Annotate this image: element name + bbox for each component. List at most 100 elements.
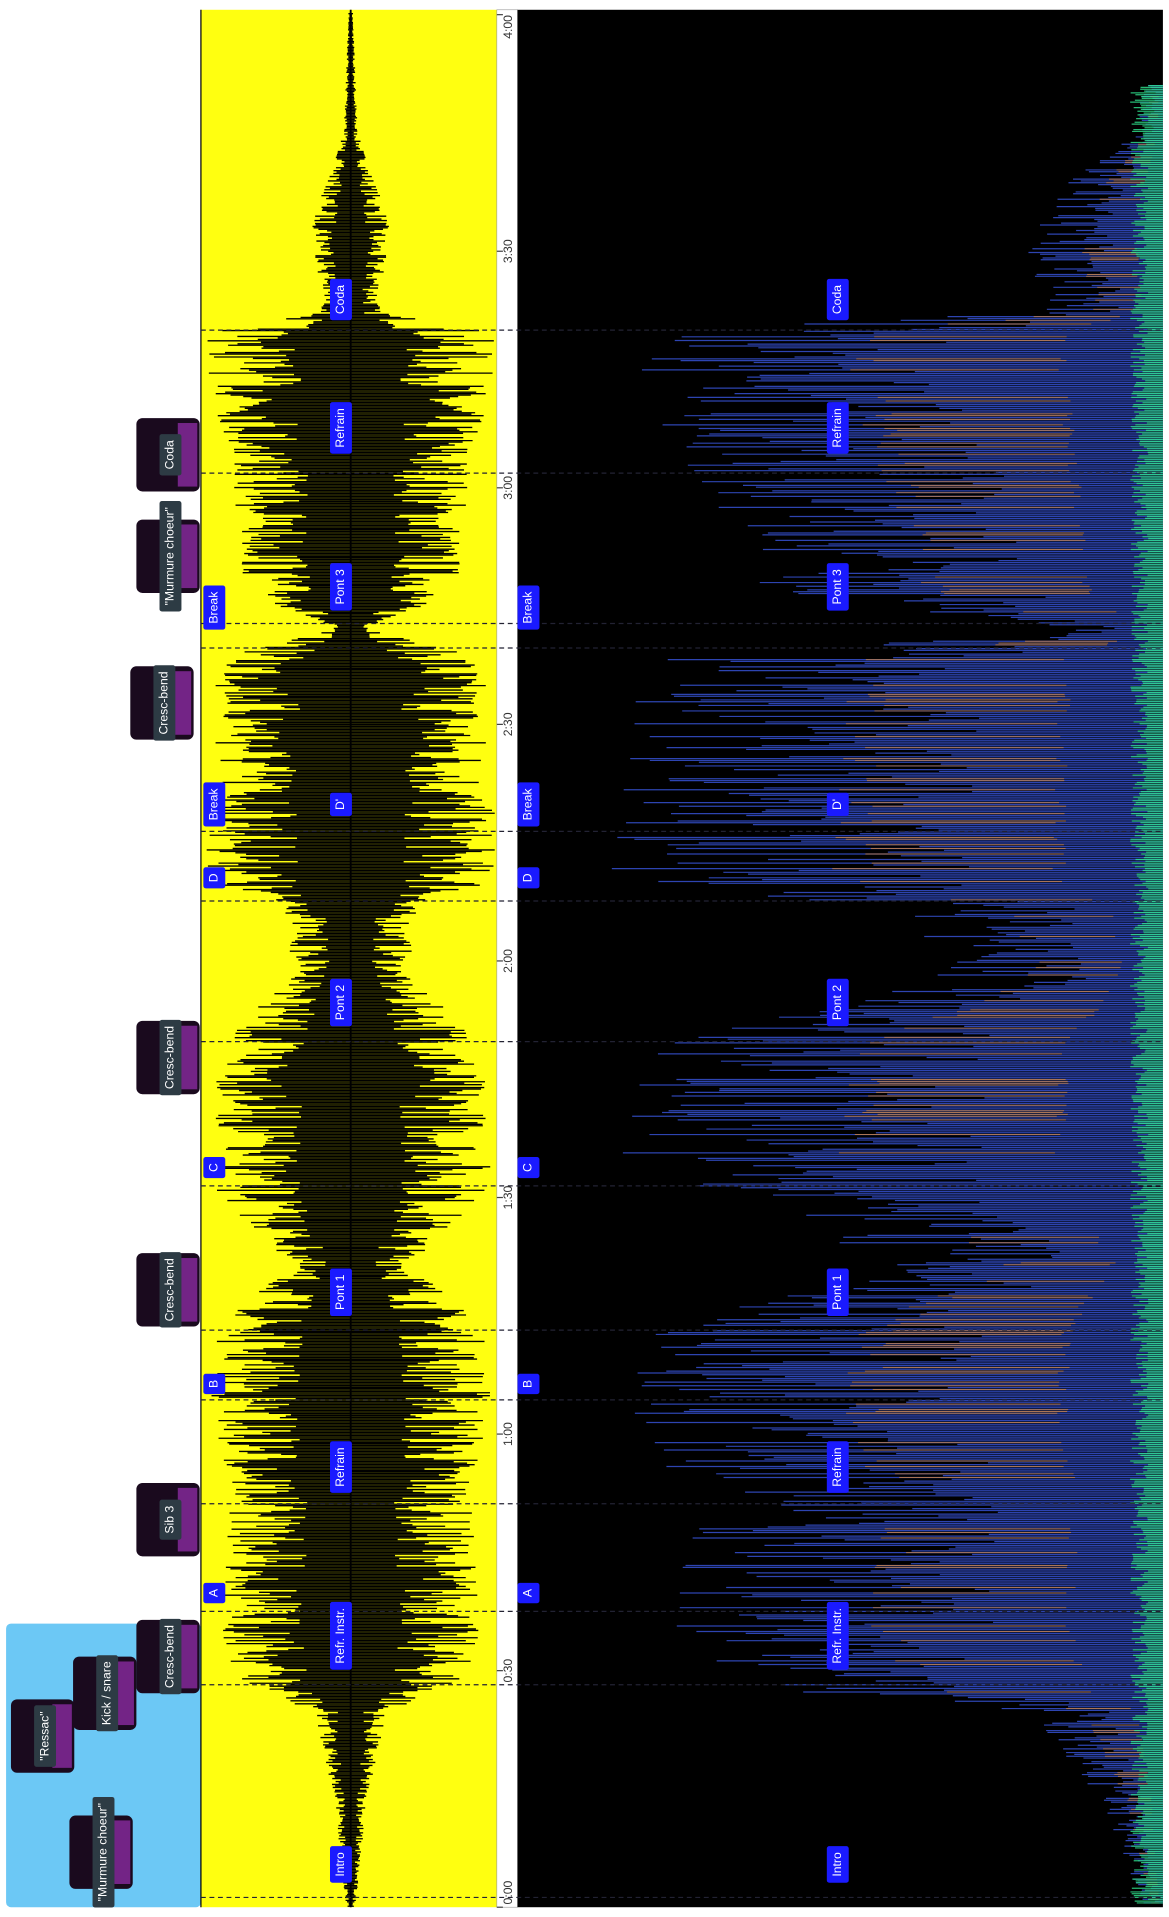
part-label-text: D: [207, 873, 221, 882]
section-label-text: Refr. Instr.: [333, 1608, 347, 1664]
part-label-box: [517, 867, 540, 889]
event-label: Kick / snare: [96, 1655, 119, 1732]
section-label-text: Pont 2: [333, 985, 347, 1021]
event-label: Cresc-bend: [153, 665, 176, 741]
part-label: A: [517, 1582, 540, 1604]
event-thumbnail-color: [177, 1025, 198, 1090]
section-label-box: [826, 1846, 849, 1883]
section-label-text: Refr. Instr.: [830, 1608, 844, 1664]
section-label-box: [329, 402, 352, 454]
section-label-box: [329, 1601, 352, 1670]
part-label-box: [517, 1373, 540, 1395]
event-label: Sib 3: [159, 1499, 182, 1540]
section-label: Pont 1: [329, 1268, 352, 1317]
part-label-box: [517, 1582, 540, 1604]
section-label-text: Refrain: [830, 408, 844, 447]
section-label-box: [826, 278, 849, 321]
section-label-text: Pont 3: [333, 569, 347, 605]
event-label-box: [153, 665, 176, 741]
event-label-text: Sib 3: [163, 1506, 177, 1534]
part-label: C: [517, 1157, 540, 1179]
event-label-box: [34, 1705, 57, 1767]
section-label: Refrain: [826, 402, 849, 454]
section-label: Refrain: [826, 1441, 849, 1493]
section-label-text: Pont 1: [333, 1274, 347, 1310]
event-label-box: [159, 1019, 182, 1096]
section-label: Pont 3: [329, 563, 352, 611]
spectrogram: [611, 84, 1163, 1904]
part-label-box: [517, 585, 540, 630]
event-thumbnail-color: [177, 1487, 198, 1552]
section-label-box: [329, 1441, 352, 1493]
part-label-box: [517, 1157, 540, 1179]
part-label-text: C: [521, 1163, 535, 1172]
tick-label: 2:00: [501, 949, 515, 973]
tick-label: 0:30: [501, 1659, 515, 1683]
tick-label: 0:00: [501, 1880, 515, 1904]
event-thumbnail-color: [114, 1661, 134, 1726]
part-label: Break: [203, 782, 226, 827]
event-label: "Ressac": [34, 1705, 57, 1767]
event-label-text: Cresc-bend: [157, 671, 171, 734]
part-label-text: D: [521, 873, 535, 882]
event-label-text: Cresc-bend: [163, 1026, 177, 1089]
part-label-box: [203, 1582, 226, 1604]
section-label-box: [826, 792, 849, 817]
part-label: D: [517, 867, 540, 889]
section-label: Coda: [826, 278, 849, 321]
part-label-box: [203, 782, 226, 827]
part-label-box: [203, 867, 226, 889]
event-zone: [6, 1623, 201, 1908]
section-label-box: [826, 1268, 849, 1317]
event-label-box: [159, 501, 182, 612]
section-label-box: [826, 563, 849, 611]
section-label: Refrain: [329, 1441, 352, 1493]
section-label-text: Intro: [333, 1852, 347, 1877]
event-label-box: [159, 1252, 182, 1328]
section-label-text: Refrain: [333, 408, 347, 447]
event-thumbnail-color: [110, 1820, 131, 1884]
part-label-text: A: [521, 1588, 535, 1597]
section-label: D': [826, 792, 849, 817]
section-label-text: Refrain: [830, 1447, 844, 1486]
part-label-text: A: [207, 1588, 221, 1597]
event-label: Coda: [159, 434, 182, 476]
part-label-box: [203, 1373, 226, 1395]
event-label-text: Cresc-bend: [163, 1625, 177, 1688]
part-label: B: [517, 1373, 540, 1395]
event-label-text: Coda: [163, 440, 177, 469]
section-label-text: Intro: [830, 1852, 844, 1877]
part-label: Break: [517, 585, 540, 630]
event-label-text: "Murmure choeur": [163, 507, 177, 605]
section-label-text: Pont 1: [830, 1274, 844, 1310]
part-label: C: [203, 1157, 226, 1179]
section-label-box: [329, 563, 352, 611]
section-label: Refr. Instr.: [826, 1601, 849, 1670]
section-label-box: [826, 1441, 849, 1493]
event-label: "Murmure choeur": [92, 1796, 115, 1908]
overlay: 0:00 0:30 1:00 1:30 2:00 2:30 3:00 3:30 4:00 Intr…: [10, 14, 1163, 1908]
event-label: Cresc-bend: [159, 1252, 182, 1328]
part-label-text: Break: [207, 788, 221, 821]
tick-label: 1:00: [501, 1422, 515, 1446]
tick-label: 4:00: [501, 15, 515, 39]
section-label: Pont 2: [329, 978, 352, 1027]
part-label-text: Break: [521, 788, 535, 821]
tick-label: 2:30: [501, 712, 515, 736]
part-label-box: [203, 1157, 226, 1179]
part-label: Break: [203, 585, 226, 630]
tick-label: 1:30: [501, 1185, 515, 1209]
part-label: B: [203, 1373, 226, 1395]
event-label-box: [159, 434, 182, 476]
section-label-box: [329, 978, 352, 1027]
section-label-box: [826, 978, 849, 1027]
section-label: Pont 2: [826, 978, 849, 1027]
section-label-text: Refrain: [333, 1447, 347, 1486]
section-label: Pont 3: [826, 563, 849, 611]
event-thumbnail-color: [177, 1258, 198, 1322]
event-label-text: Kick / snare: [99, 1661, 113, 1725]
section-label: Refrain: [329, 402, 352, 454]
event-label-box: [92, 1796, 115, 1908]
section-label: Intro: [329, 1846, 352, 1883]
